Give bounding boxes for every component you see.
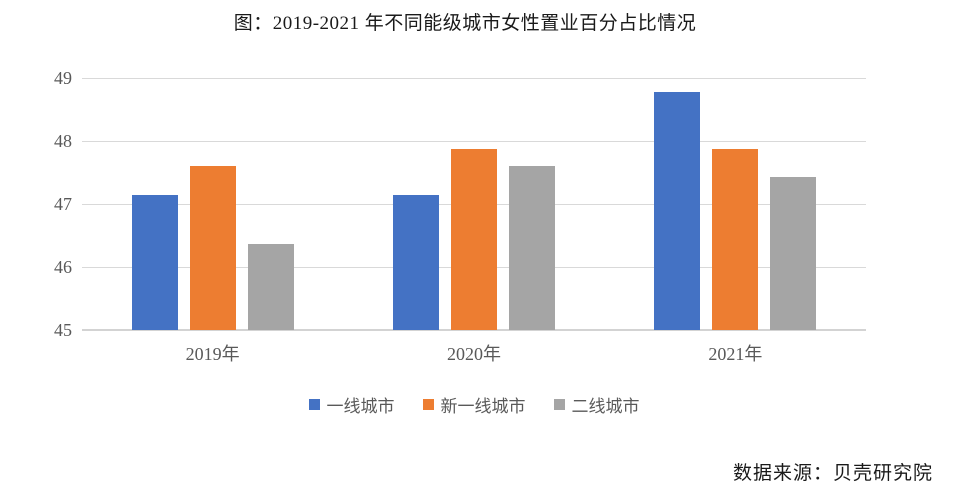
y-axis-tick-label: 46 <box>54 257 72 277</box>
bar-一线城市-2019年 <box>131 194 178 330</box>
legend-swatch-icon <box>308 399 320 410</box>
y-axis-tick-label: 47 <box>54 194 72 214</box>
legend-item-一线城市: 一线城市 <box>308 392 395 417</box>
chart-title: 图：2019-2021 年不同能级城市女性置业百分占比情况 <box>233 13 697 34</box>
bar-二线城市-2020年 <box>509 166 555 330</box>
legend-swatch-icon <box>422 399 434 410</box>
gridline <box>82 141 866 142</box>
bar-二线城市-2021年 <box>770 176 817 330</box>
x-axis-tick-label: 2021年 <box>708 344 763 364</box>
legend-swatch-icon <box>553 399 565 410</box>
legend-label: 二线城市 <box>571 397 640 416</box>
y-axis-tick-label: 45 <box>54 320 72 340</box>
bar-二线城市-2019年 <box>247 243 294 330</box>
y-axis-tick-label: 48 <box>54 131 72 151</box>
source-note: 数据来源：贝壳研究院 <box>732 463 933 484</box>
bar-一线城市-2020年 <box>393 194 439 330</box>
bar-新一线城市-2021年 <box>712 149 759 330</box>
legend-label: 一线城市 <box>326 397 395 416</box>
legend-item-二线城市: 二线城市 <box>553 392 640 417</box>
bar-新一线城市-2020年 <box>451 149 497 330</box>
legend: 一线城市 新一线城市 二线城市 <box>82 392 866 417</box>
bar-新一线城市-2019年 <box>189 166 236 330</box>
y-axis-tick-label: 49 <box>54 68 72 88</box>
x-axis-line <box>82 329 866 331</box>
x-axis-tick-label: 2019年 <box>185 344 240 364</box>
x-axis-tick-label: 2020年 <box>447 344 501 364</box>
legend-label: 新一线城市 <box>440 397 526 416</box>
gridline <box>82 78 866 79</box>
bar-一线城市-2021年 <box>654 91 701 330</box>
plot-area <box>82 78 866 331</box>
legend-item-新一线城市: 新一线城市 <box>422 392 526 417</box>
